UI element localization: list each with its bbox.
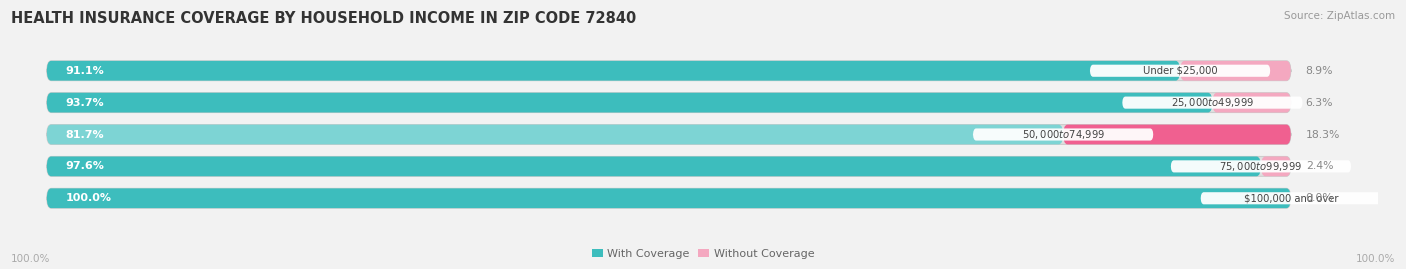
FancyBboxPatch shape bbox=[1212, 93, 1291, 112]
FancyBboxPatch shape bbox=[46, 61, 1291, 81]
Text: 6.3%: 6.3% bbox=[1306, 98, 1333, 108]
Text: 18.3%: 18.3% bbox=[1306, 129, 1340, 140]
Legend: With Coverage, Without Coverage: With Coverage, Without Coverage bbox=[588, 244, 818, 263]
FancyBboxPatch shape bbox=[46, 188, 1291, 208]
FancyBboxPatch shape bbox=[46, 93, 1291, 112]
Text: 91.1%: 91.1% bbox=[66, 66, 104, 76]
FancyBboxPatch shape bbox=[46, 93, 1212, 112]
FancyBboxPatch shape bbox=[46, 125, 1291, 144]
Text: Source: ZipAtlas.com: Source: ZipAtlas.com bbox=[1284, 11, 1395, 21]
FancyBboxPatch shape bbox=[1261, 157, 1291, 176]
Text: $75,000 to $99,999: $75,000 to $99,999 bbox=[1219, 160, 1302, 173]
Text: Under $25,000: Under $25,000 bbox=[1143, 66, 1218, 76]
FancyBboxPatch shape bbox=[1090, 65, 1270, 77]
FancyBboxPatch shape bbox=[46, 125, 1063, 144]
FancyBboxPatch shape bbox=[46, 188, 1291, 208]
Text: HEALTH INSURANCE COVERAGE BY HOUSEHOLD INCOME IN ZIP CODE 72840: HEALTH INSURANCE COVERAGE BY HOUSEHOLD I… bbox=[11, 11, 637, 26]
Text: $25,000 to $49,999: $25,000 to $49,999 bbox=[1171, 96, 1254, 109]
FancyBboxPatch shape bbox=[973, 128, 1153, 141]
FancyBboxPatch shape bbox=[46, 61, 1180, 81]
FancyBboxPatch shape bbox=[46, 157, 1291, 176]
FancyBboxPatch shape bbox=[46, 157, 1261, 176]
Text: 81.7%: 81.7% bbox=[66, 129, 104, 140]
Text: 93.7%: 93.7% bbox=[66, 98, 104, 108]
Text: 100.0%: 100.0% bbox=[66, 193, 111, 203]
Text: 0.0%: 0.0% bbox=[1306, 193, 1333, 203]
Text: 8.9%: 8.9% bbox=[1306, 66, 1333, 76]
FancyBboxPatch shape bbox=[1063, 125, 1291, 144]
Text: 97.6%: 97.6% bbox=[66, 161, 104, 171]
Text: $50,000 to $74,999: $50,000 to $74,999 bbox=[1022, 128, 1105, 141]
FancyBboxPatch shape bbox=[1122, 97, 1302, 109]
FancyBboxPatch shape bbox=[1201, 192, 1381, 204]
Text: 100.0%: 100.0% bbox=[1355, 254, 1395, 264]
FancyBboxPatch shape bbox=[1180, 61, 1291, 81]
Text: 2.4%: 2.4% bbox=[1306, 161, 1333, 171]
FancyBboxPatch shape bbox=[1171, 160, 1351, 172]
Text: $100,000 and over: $100,000 and over bbox=[1243, 193, 1339, 203]
Text: 100.0%: 100.0% bbox=[11, 254, 51, 264]
